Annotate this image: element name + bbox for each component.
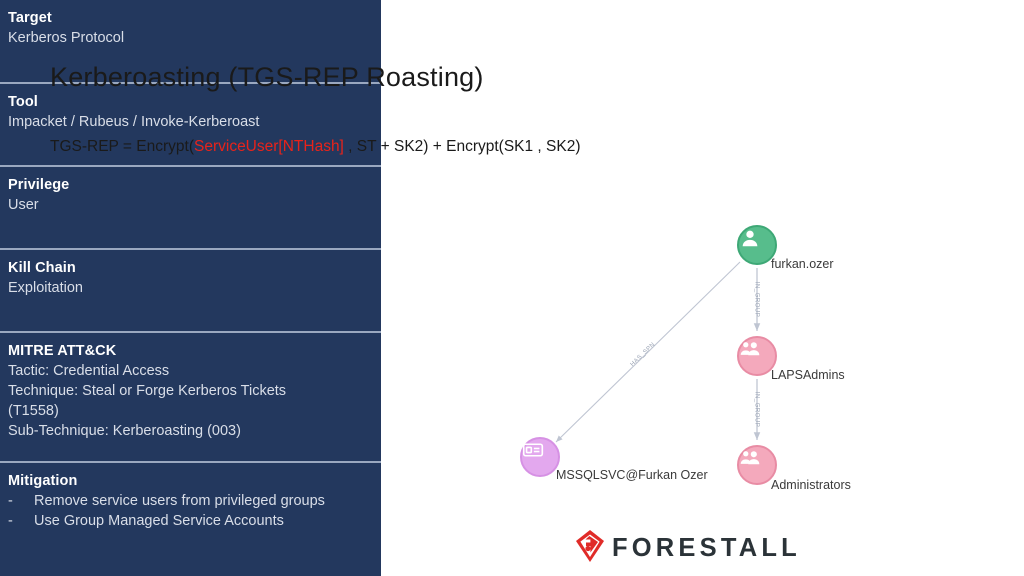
formula-line: TGS-REP = Encrypt(ServiceUser[NTHash] , … [50,138,581,156]
formula-suffix: , ST + SK2) + Encrypt(SK1 , SK2) [343,138,581,155]
section-line: (T1558) [8,403,59,419]
formula-highlight: ServiceUser[NTHash] [194,138,344,155]
graph-node-mssqlsvc[interactable] [520,437,560,477]
section-title: Tool [8,94,38,110]
section-title: Target [8,10,52,26]
graph-node-furkan-ozer[interactable] [737,225,777,265]
section-line: Tactic: Credential Access [8,363,170,379]
forestall-wordmark: FORESTALL [612,534,801,562]
formula-prefix: TGS-REP = Encrypt( [50,138,194,155]
sidebar-section-mitre-attack: MITRE ATT&CK Tactic: Credential Access T… [0,333,381,463]
forestall-logo: FORESTALL [575,529,801,568]
section-line: Exploitation [8,280,83,296]
section-line: Kerberos Protocol [8,30,125,46]
info-sidebar: Target Kerberos Protocol Tool Impacket /… [0,0,381,576]
section-title: Kill Chain [8,260,76,276]
edge-label-in-group-1: IN_GROUP [753,281,761,318]
sidebar-section-privilege: Privilege User [0,167,381,250]
bullet-dash: - [8,513,13,529]
main-content [381,0,1024,576]
section-line: User [8,197,39,213]
bullet-text: Remove service users from privileged gro… [34,493,325,509]
sidebar-section-kill-chain: Kill Chain Exploitation [0,250,381,333]
section-line: Impacket / Rubeus / Invoke-Kerberoast [8,114,260,130]
section-line: Technique: Steal or Forge Kerberos Ticke… [8,383,287,399]
graph-node-label-furkan-ozer: furkan.ozer [771,257,834,271]
edge-label-in-group-2: IN_GROUP [753,391,761,428]
page-title: Kerberoasting (TGS-REP Roasting) [50,62,484,92]
sidebar-section-mitigation: Mitigation - Remove service users from p… [0,463,381,573]
bullet-dash: - [8,493,13,509]
edge-furkan-to-mssqlsvc [555,261,741,443]
graph-node-label-lapsadmins: LAPSAdmins [771,368,845,382]
section-title: Mitigation [8,473,78,489]
sidebar-section-target: Target Kerberos Protocol [0,0,381,84]
graph-node-lapsadmins[interactable] [737,336,777,376]
graph-node-label-administrators: Administrators [771,478,851,492]
graph-node-administrators[interactable] [737,445,777,485]
section-line: Sub-Technique: Kerberoasting (003) [8,423,241,439]
list-item: - Use Group Managed Service Accounts [8,511,373,531]
forestall-flame-icon [575,529,605,568]
section-title: Privilege [8,177,70,193]
section-title: MITRE ATT&CK [8,343,117,359]
graph-node-label-mssqlsvc: MSSQLSVC@Furkan Ozer [556,468,708,482]
bullet-text: Use Group Managed Service Accounts [34,513,284,529]
list-item: - Remove service users from privileged g… [8,491,373,511]
attack-path-graph: furkan.ozer LAPSAdmins Administrators [520,225,851,492]
sidebar-section-tool: Tool Impacket / Rubeus / Invoke-Kerberoa… [0,84,381,167]
